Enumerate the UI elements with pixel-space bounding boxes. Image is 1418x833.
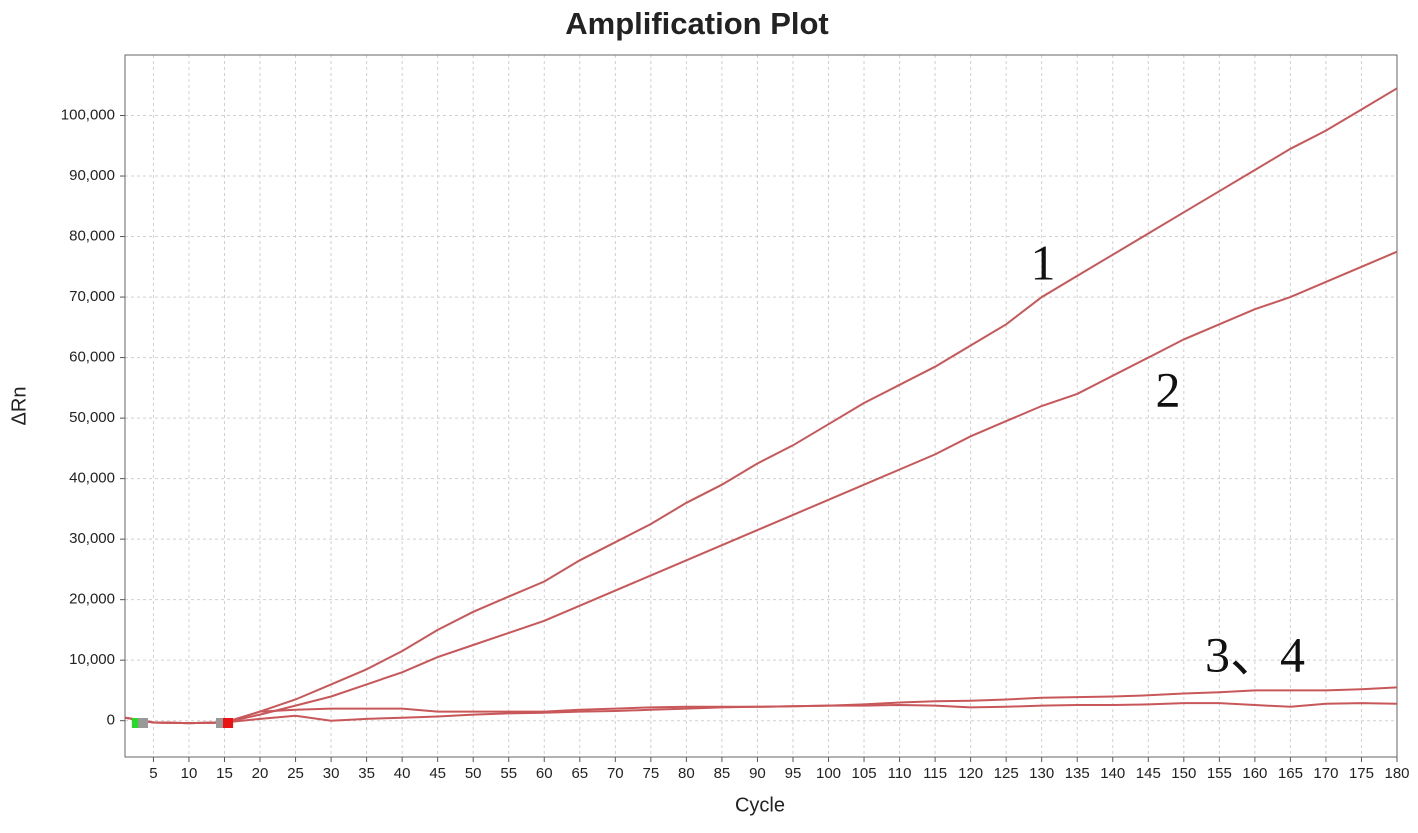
y-tick-label: 60,000 bbox=[69, 349, 115, 366]
annotation: 2 bbox=[1156, 361, 1181, 417]
y-tick-label: 0 bbox=[107, 712, 115, 729]
y-tick-label: 10,000 bbox=[69, 651, 115, 668]
x-axis-label: Cycle bbox=[735, 794, 785, 816]
x-tick-label: 145 bbox=[1136, 765, 1161, 782]
x-tick-label: 55 bbox=[500, 765, 517, 782]
x-tick-label: 165 bbox=[1278, 765, 1303, 782]
x-tick-label: 70 bbox=[607, 765, 624, 782]
x-tick-label: 65 bbox=[571, 765, 588, 782]
x-tick-label: 10 bbox=[181, 765, 198, 782]
x-tick-label: 140 bbox=[1100, 765, 1125, 782]
y-tick-label: 40,000 bbox=[69, 470, 115, 487]
y-tick-label: 80,000 bbox=[69, 228, 115, 245]
chart-title: Amplification Plot bbox=[565, 6, 829, 41]
x-tick-label: 80 bbox=[678, 765, 695, 782]
plot-background bbox=[125, 55, 1397, 757]
x-tick-label: 20 bbox=[252, 765, 269, 782]
x-tick-label: 170 bbox=[1313, 765, 1338, 782]
y-tick-label: 50,000 bbox=[69, 409, 115, 426]
x-tick-label: 45 bbox=[429, 765, 446, 782]
y-tick-label: 30,000 bbox=[69, 530, 115, 547]
x-tick-label: 150 bbox=[1171, 765, 1196, 782]
baseline-handle bbox=[216, 718, 226, 728]
x-tick-label: 15 bbox=[216, 765, 233, 782]
x-tick-label: 130 bbox=[1029, 765, 1054, 782]
x-tick-label: 125 bbox=[994, 765, 1019, 782]
x-tick-label: 75 bbox=[643, 765, 660, 782]
y-axis-label: ΔRn bbox=[8, 387, 30, 426]
y-tick-label: 100,000 bbox=[61, 106, 115, 123]
y-tick-label: 70,000 bbox=[69, 288, 115, 305]
x-tick-label: 110 bbox=[888, 765, 912, 782]
x-tick-label: 50 bbox=[465, 765, 482, 782]
plot-frame bbox=[124, 54, 1398, 758]
x-tick-label: 100 bbox=[816, 765, 841, 782]
x-tick-label: 105 bbox=[852, 765, 877, 782]
x-tick-label: 30 bbox=[323, 765, 340, 782]
x-tick-label: 160 bbox=[1242, 765, 1267, 782]
baseline-handle bbox=[223, 718, 233, 728]
x-tick-label: 35 bbox=[358, 765, 375, 782]
y-tick-label: 90,000 bbox=[69, 167, 115, 184]
y-tick-label: 20,000 bbox=[69, 591, 115, 608]
x-tick-label: 135 bbox=[1065, 765, 1090, 782]
x-tick-label: 85 bbox=[714, 765, 731, 782]
baseline-handle bbox=[138, 718, 148, 728]
series-line bbox=[124, 250, 1398, 725]
x-tick-label: 120 bbox=[958, 765, 983, 782]
x-tick-label: 25 bbox=[287, 765, 304, 782]
x-tick-label: 60 bbox=[536, 765, 553, 782]
x-tick-label: 95 bbox=[785, 765, 802, 782]
x-tick-label: 90 bbox=[749, 765, 766, 782]
x-tick-label: 155 bbox=[1207, 765, 1232, 782]
x-tick-label: 40 bbox=[394, 765, 411, 782]
x-tick-label: 175 bbox=[1349, 765, 1374, 782]
series-line bbox=[124, 87, 1398, 725]
annotation: 1 bbox=[1031, 234, 1056, 290]
x-tick-label: 5 bbox=[149, 765, 157, 782]
annotation: 3、4 bbox=[1205, 626, 1305, 682]
x-tick-label: 180 bbox=[1384, 765, 1409, 782]
x-tick-label: 115 bbox=[923, 765, 947, 782]
baseline-handle bbox=[132, 718, 142, 728]
series-line bbox=[124, 702, 1398, 725]
